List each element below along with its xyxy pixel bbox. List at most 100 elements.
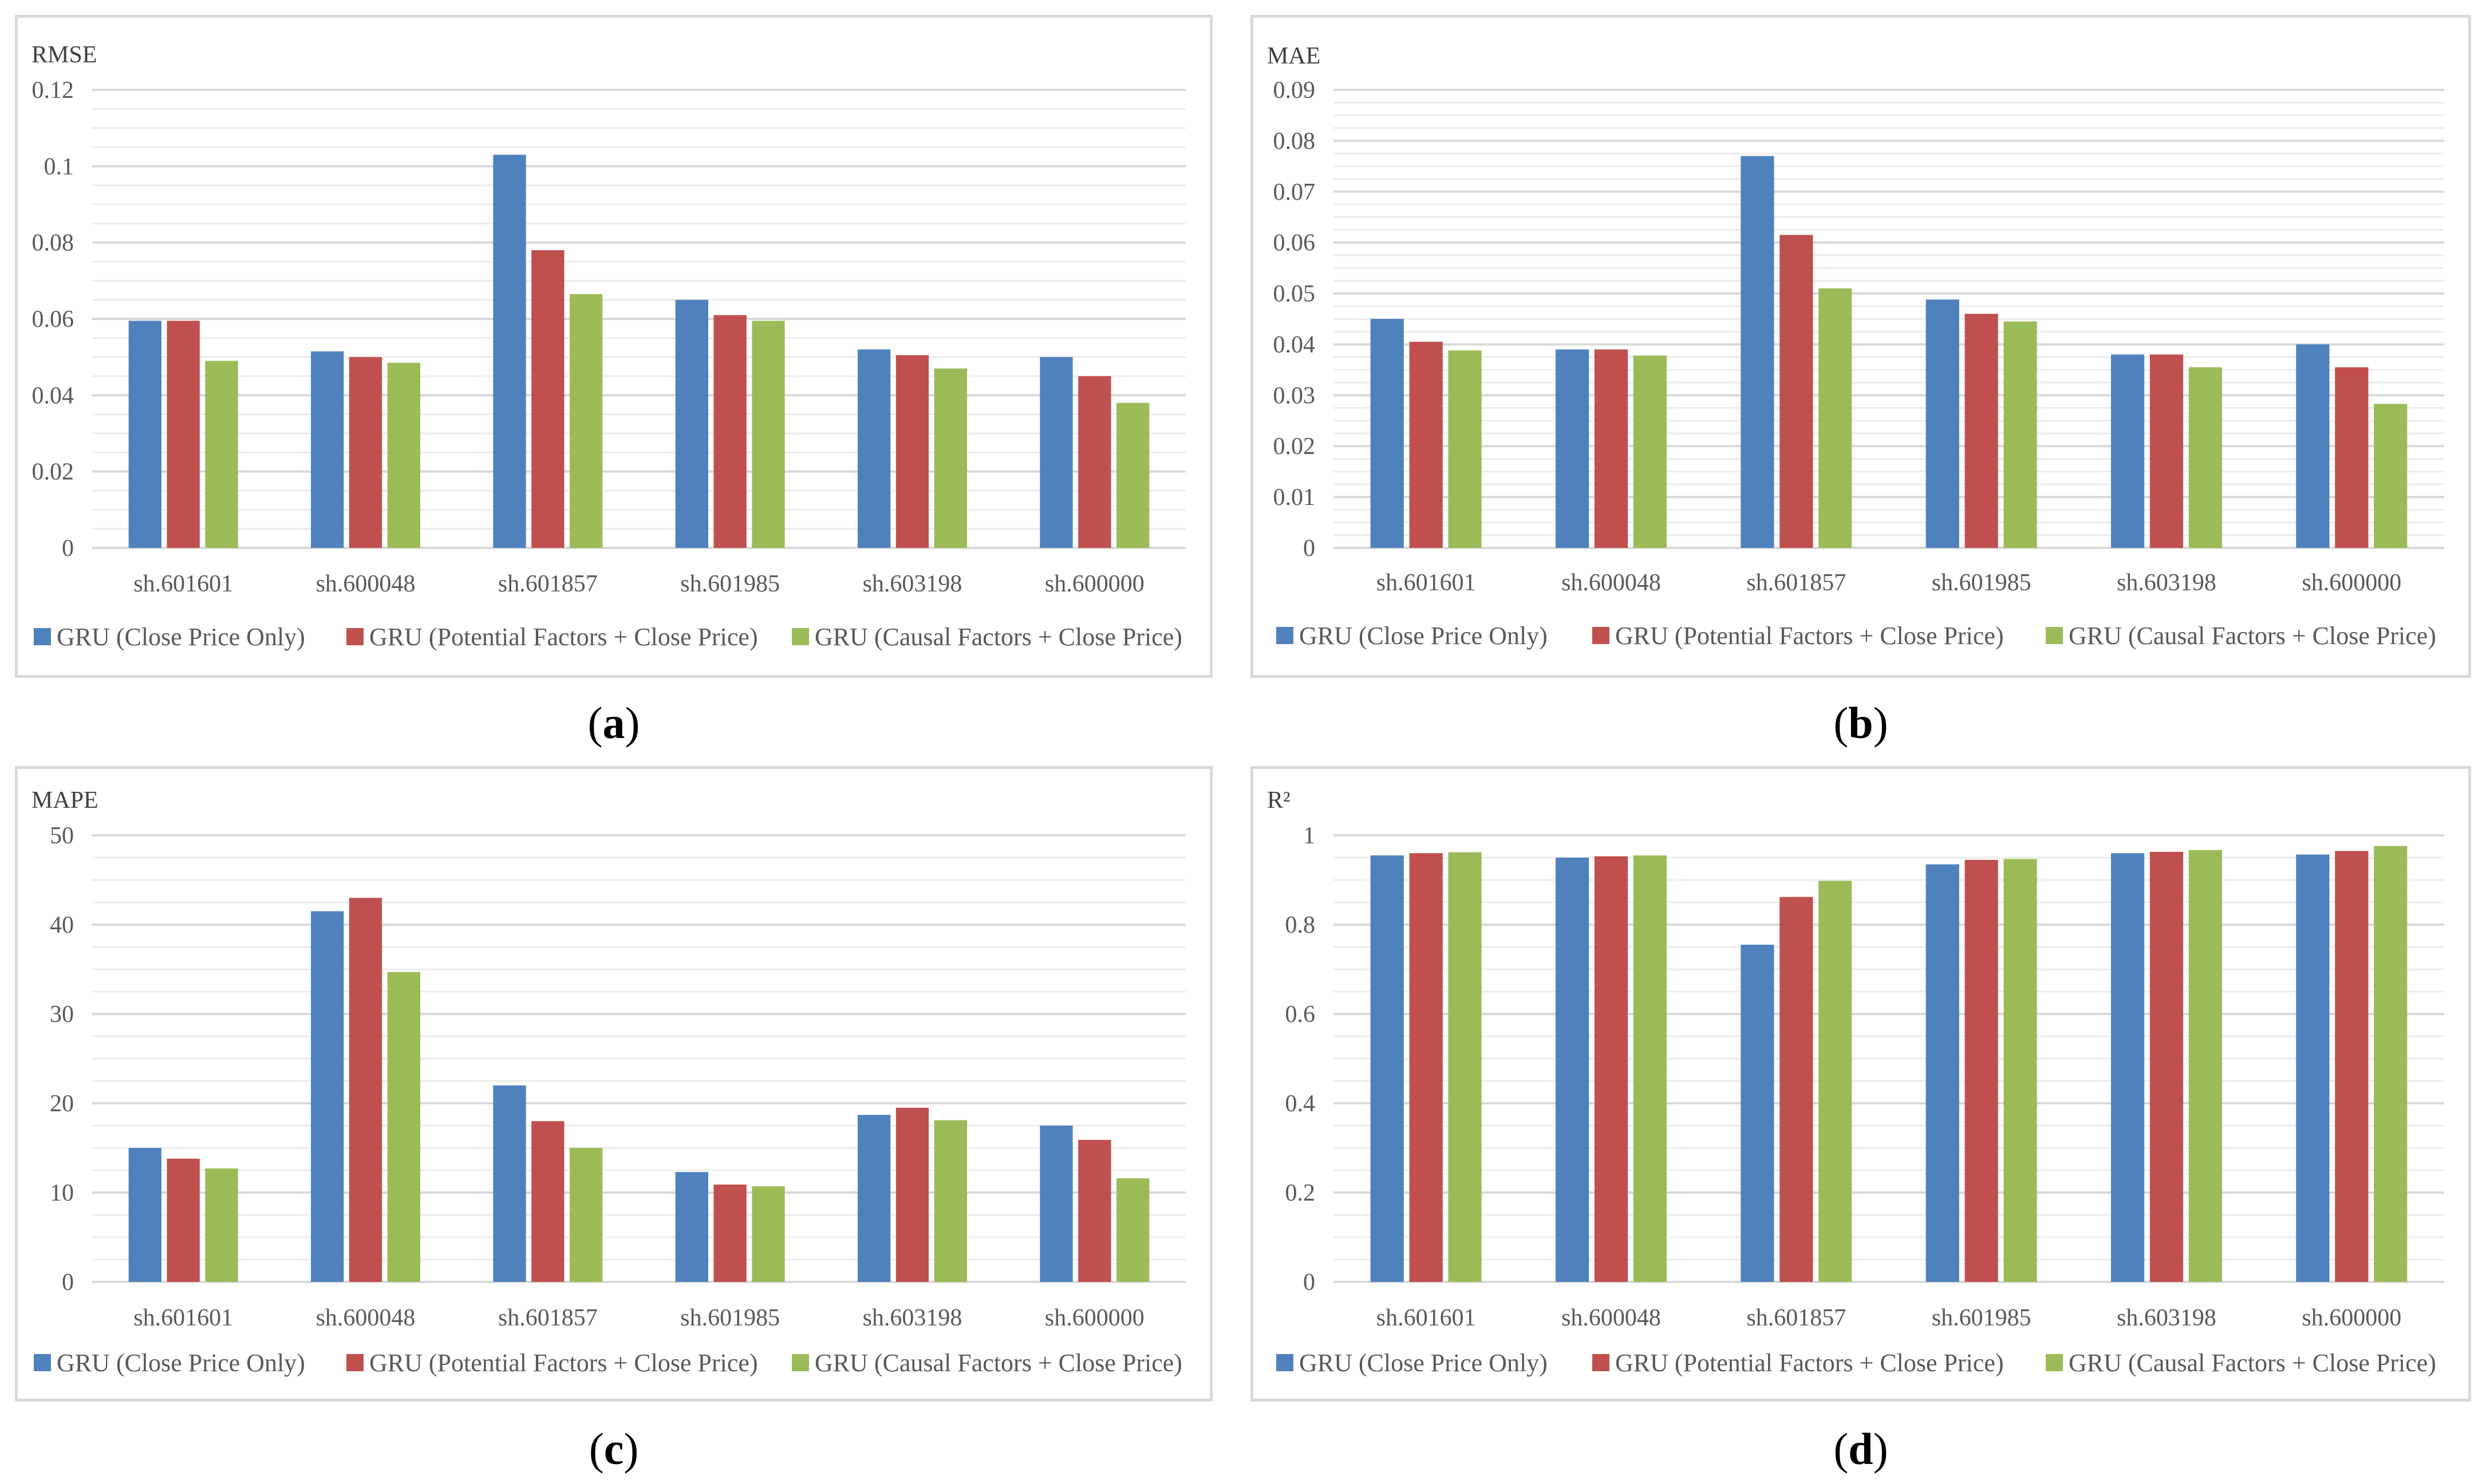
bar-sh.601857-series-3	[1818, 881, 1852, 1282]
bar-sh.601857-series-2	[1779, 235, 1813, 548]
y-tick-label: 0.09	[1273, 77, 1316, 104]
y-axis-title: MAPE	[31, 787, 98, 814]
bar-sh.600000-series-3	[1116, 402, 1150, 548]
bar-sh.600000-series-3	[2374, 404, 2408, 548]
legend-label-1: GRU (Close Price Only)	[1299, 1349, 1548, 1377]
y-axis-title: MAE	[1267, 43, 1320, 69]
bar-sh.600048-series-2	[349, 357, 382, 548]
x-category-label: sh.600000	[1045, 1305, 1145, 1331]
bar-sh.601857-series-1	[1741, 156, 1774, 548]
legend-label-1: GRU (Close Price Only)	[57, 623, 305, 651]
bar-sh.600048-series-1	[311, 911, 344, 1282]
x-category-label: sh.600048	[316, 1305, 416, 1331]
bar-sh.601601-series-3	[205, 361, 238, 548]
x-category-label: sh.601985	[1932, 1305, 2031, 1331]
y-tick-label: 0.2	[1285, 1180, 1316, 1206]
y-tick-label: 0.8	[1285, 912, 1316, 938]
bar-sh.603198-series-3	[2188, 367, 2222, 548]
bar-sh.601857-series-3	[570, 1148, 603, 1282]
legend-label-3: GRU (Causal Factors + Close Price)	[815, 623, 1182, 651]
bar-sh.603198-series-3	[934, 1120, 967, 1282]
bar-sh.601601-series-3	[205, 1168, 238, 1282]
bar-sh.603198-series-1	[2111, 853, 2145, 1282]
legend-swatch-3	[2046, 627, 2063, 644]
y-tick-label: 0.06	[32, 306, 74, 333]
y-tick-label: 0.01	[1273, 484, 1316, 511]
x-category-label: sh.603198	[863, 1305, 962, 1331]
legend-swatch-1	[1276, 1354, 1293, 1371]
legend-swatch-2	[1592, 627, 1609, 644]
bar-sh.601601-series-2	[167, 1158, 200, 1282]
y-tick-label: 0.06	[1273, 230, 1316, 256]
y-tick-label: 0	[1303, 535, 1315, 562]
bar-sh.601985-series-1	[1925, 299, 1959, 548]
bar-sh.601857-series-2	[531, 250, 565, 548]
chart-panel-rmse: 0 0.02 0.04 0.06 0.08 0.1 0.12 RMSE sh.601601 sh.…	[15, 15, 1213, 678]
y-tick-label: 30	[50, 1001, 74, 1028]
bar-sh.600048-series-2	[1594, 856, 1628, 1282]
legend-swatch-1	[34, 628, 51, 645]
chart-panel-mape: 0 10 20 30 40 50 MAPE sh.601601 sh.600048 sh.6018…	[15, 766, 1213, 1402]
x-category-label: sh.601857	[1746, 570, 1846, 596]
chart-panel-r2: 0 0.2 0.4 0.6 0.8 1 R² sh.601601 sh.600048 sh.601…	[1250, 766, 2471, 1402]
y-tick-label: 50	[50, 823, 74, 849]
y-tick-label: 0	[62, 535, 74, 562]
x-category-label: sh.600048	[316, 571, 416, 597]
x-category-label: sh.601985	[680, 1305, 780, 1331]
bar-sh.600000-series-1	[1040, 1126, 1073, 1282]
bar-sh.601985-series-3	[2003, 859, 2037, 1282]
y-tick-label: 0	[1303, 1269, 1315, 1296]
legend-swatch-1	[1276, 627, 1293, 644]
y-tick-label: 0.08	[32, 230, 74, 256]
y-tick-label: 20	[50, 1091, 74, 1117]
caption-letter-a: a	[602, 698, 625, 748]
x-category-label: sh.600000	[1045, 571, 1145, 597]
legend-label-2: GRU (Potential Factors + Close Price)	[369, 623, 758, 651]
bar-sh.600000-series-1	[1040, 357, 1073, 548]
bar-sh.600000-series-2	[1078, 1139, 1111, 1282]
bar-sh.600000-series-2	[2335, 367, 2369, 548]
bar-sh.603198-series-1	[858, 349, 891, 548]
bar-sh.603198-series-2	[895, 1107, 929, 1282]
bar-sh.601985-series-1	[1925, 864, 1959, 1282]
bar-sh.601985-series-2	[713, 1184, 747, 1282]
legend-label-3: GRU (Causal Factors + Close Price)	[815, 1349, 1182, 1377]
bar-sh.601857-series-2	[1779, 897, 1813, 1282]
bar-sh.601985-series-3	[2003, 321, 2037, 548]
legend-swatch-3	[2046, 1354, 2063, 1371]
legend-label-1: GRU (Close Price Only)	[1299, 622, 1548, 650]
bar-sh.600000-series-2	[2335, 851, 2369, 1282]
bar-sh.601985-series-1	[675, 299, 708, 548]
y-tick-label: 0.03	[1273, 382, 1316, 409]
bar-sh.601985-series-1	[675, 1172, 708, 1282]
bar-sh.600048-series-1	[311, 351, 344, 548]
bar-sh.601601-series-3	[1448, 350, 1482, 548]
legend-swatch-3	[792, 1354, 809, 1371]
x-category-label: sh.601601	[133, 571, 233, 597]
caption-d: (d)	[1833, 1424, 1888, 1474]
x-category-label: sh.600048	[1561, 570, 1661, 596]
bar-sh.603198-series-2	[2149, 851, 2184, 1282]
bar-sh.601601-series-2	[1409, 342, 1443, 548]
bar-sh.603198-series-3	[934, 368, 967, 548]
bar-sh.600000-series-3	[2374, 846, 2408, 1282]
x-category-label: sh.601857	[498, 571, 598, 597]
mae-chart: 0 0.01 0.02 0.03 0.04 0.05 0.06 0.07 0.08 0.09 MAE…	[1267, 43, 2444, 650]
bar-sh.600000-series-3	[1116, 1178, 1150, 1282]
bar-sh.601857-series-2	[531, 1121, 565, 1282]
y-tick-label: 0.02	[1273, 433, 1316, 460]
y-tick-label: 0.05	[1273, 281, 1316, 307]
mape-chart: 0 10 20 30 40 50 MAPE sh.601601 sh.600048 sh.6018…	[31, 787, 1186, 1377]
y-axis-title: RMSE	[31, 42, 97, 68]
chart-panel-mae: 0 0.01 0.02 0.03 0.04 0.05 0.06 0.07 0.08 0.09 MAE…	[1250, 15, 2471, 678]
bar-sh.600000-series-2	[1078, 376, 1111, 548]
bar-sh.601985-series-2	[1964, 859, 1998, 1282]
rmse-chart: 0 0.02 0.04 0.06 0.08 0.1 0.12 RMSE sh.601601 sh.…	[31, 42, 1186, 651]
legend-swatch-1	[34, 1354, 51, 1371]
caption-letter-d: d	[1848, 1424, 1873, 1474]
y-tick-label: 0.02	[32, 459, 74, 486]
r2-chart: 0 0.2 0.4 0.6 0.8 1 R² sh.601601 sh.600048 sh.601…	[1267, 787, 2444, 1377]
y-axis-title: R²	[1267, 787, 1291, 814]
bar-sh.601857-series-1	[493, 1085, 526, 1282]
x-category-label: sh.603198	[2117, 570, 2216, 596]
